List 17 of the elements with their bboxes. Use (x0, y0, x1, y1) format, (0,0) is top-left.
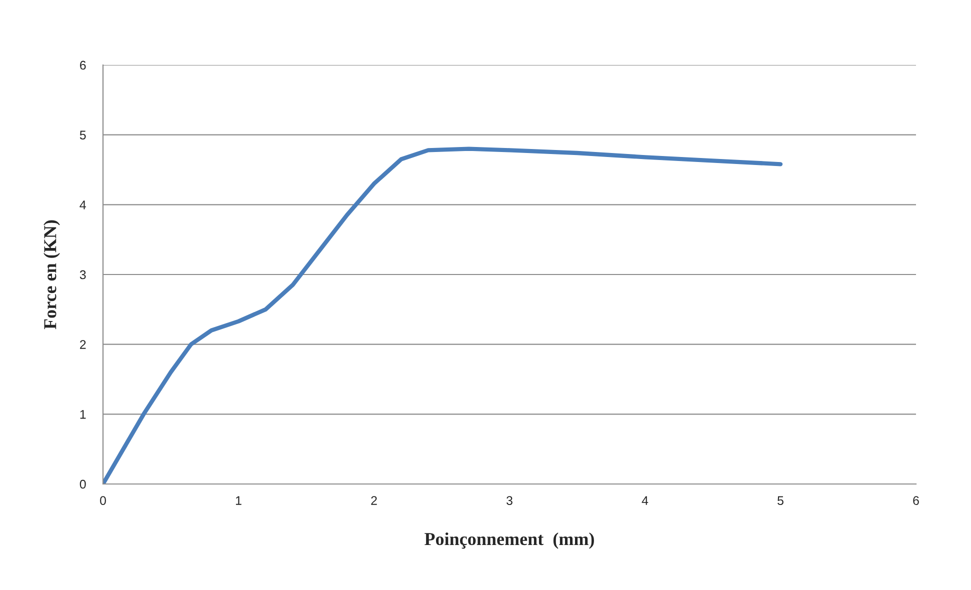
x-tick-label: 3 (506, 496, 512, 505)
y-tick-label: 4 (80, 200, 86, 210)
y-axis-title: Force en (KN) (44, 220, 60, 330)
y-tick-label: 0 (80, 480, 86, 489)
x-tick-label: 5 (778, 496, 784, 505)
x-tick-label: 2 (371, 496, 377, 505)
y-tick-label: 6 (80, 60, 86, 70)
y-tick-label: 1 (80, 410, 86, 419)
line-series (103, 146, 783, 484)
x-tick-label: 4 (642, 496, 648, 505)
x-tick-label: 6 (913, 496, 919, 505)
x-tick-label: 1 (236, 496, 242, 505)
y-tick-label: 2 (80, 340, 86, 349)
x-axis-title: Poinçonnement (mm) (424, 532, 594, 549)
y-tick-label: 3 (80, 270, 86, 280)
x-tick-label: 0 (100, 496, 106, 505)
y-tick-label: 5 (80, 130, 86, 140)
